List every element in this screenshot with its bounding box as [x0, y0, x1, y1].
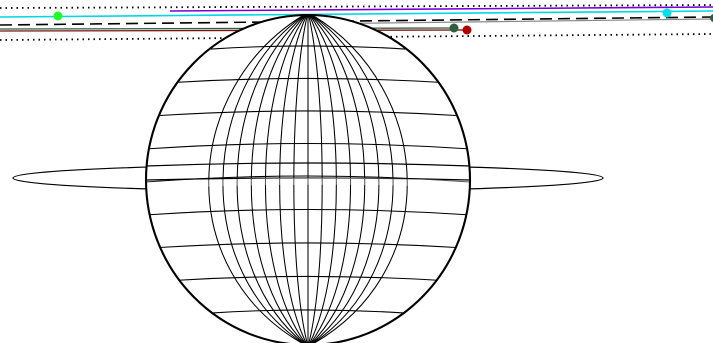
dark-green-marker	[449, 23, 459, 33]
top-dotted-line	[0, 4, 713, 9]
sphere-parallel	[159, 242, 457, 249]
cyan-marker	[662, 8, 672, 18]
lower-dotted-line	[0, 33, 713, 41]
sphere-parallel	[210, 45, 406, 50]
right-edge-marker	[710, 14, 713, 22]
sphere-meridian	[309, 15, 380, 343]
gray-line	[299, 18, 713, 25]
black-dashed-line	[0, 16, 713, 26]
sphere-parallel	[149, 208, 467, 216]
sphere-grid	[146, 15, 470, 343]
sphere-parallel	[178, 77, 438, 83]
dark-red-marker	[462, 25, 472, 35]
sphere-parallel	[178, 275, 438, 281]
violet-line	[169, 6, 713, 12]
sphere-parallel	[159, 110, 457, 117]
cyan-line	[0, 10, 713, 18]
green-marker	[53, 11, 63, 21]
front-ring-band	[146, 177, 470, 189]
dark-green-line	[0, 27, 457, 30]
sphere-meridian	[236, 15, 307, 343]
sphere-meridian	[310, 15, 408, 343]
sphere-parallel	[210, 309, 406, 314]
sphere-meridian	[310, 15, 394, 343]
equator-band-upper	[146, 162, 470, 167]
sphere-meridian	[222, 15, 306, 343]
markers	[53, 8, 713, 35]
sphere-outline	[144, 13, 472, 343]
top-lines	[0, 4, 713, 41]
equator-band-lower	[146, 177, 470, 181]
sphere-meridian	[208, 15, 306, 343]
sphere-parallel	[149, 142, 467, 150]
dark-red-line	[0, 29, 469, 32]
